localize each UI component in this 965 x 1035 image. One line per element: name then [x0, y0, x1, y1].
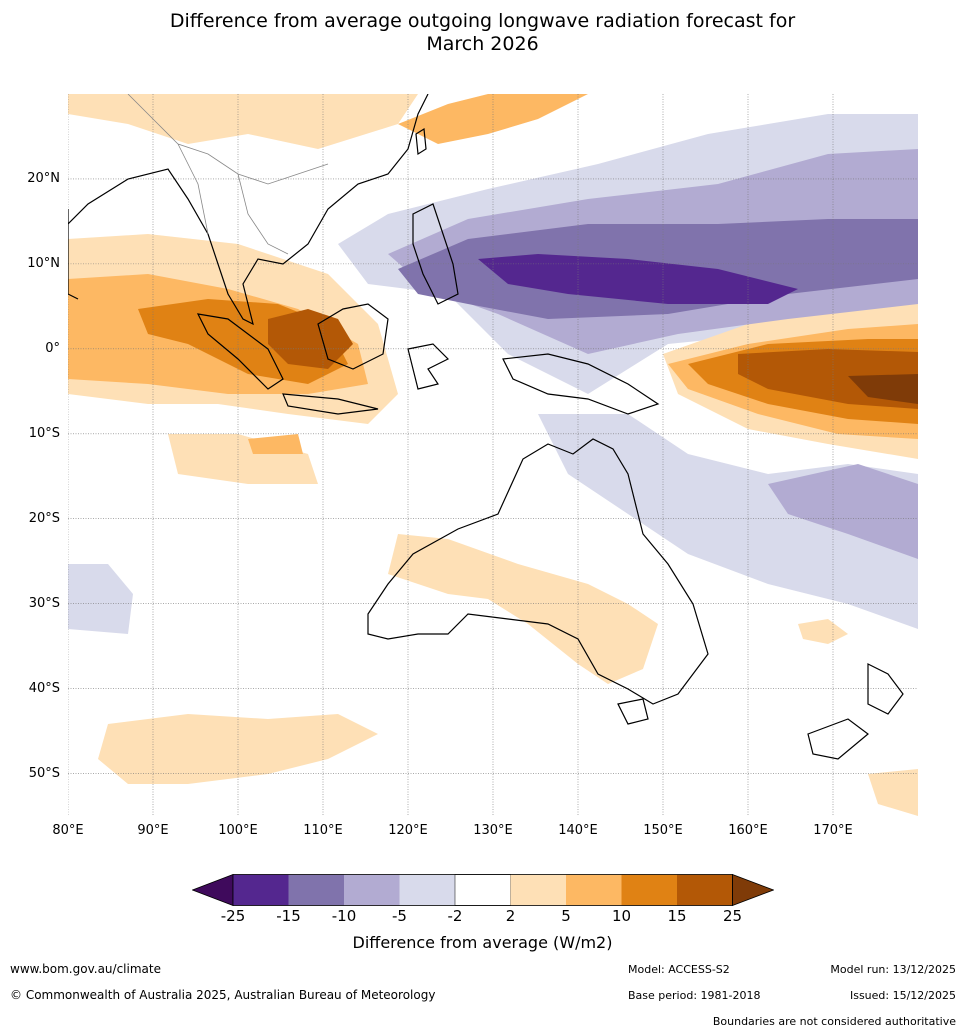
colorbar-tick-label: 2: [505, 907, 516, 925]
weak-positive-tasman: [798, 619, 848, 644]
weak-negative-coral-sea: [538, 414, 918, 629]
country-borders: [127, 94, 329, 255]
title-line-2: March 2026: [426, 33, 539, 55]
base-period: Base period: 1981-2018: [628, 989, 761, 1002]
very-strong-negative-core: [478, 254, 798, 304]
lat-label: 30°S: [28, 595, 60, 611]
philippines-coastline: [412, 203, 459, 305]
lon-label: 110°E: [303, 823, 343, 838]
sumatra-coastline: [196, 313, 284, 390]
lat-label: 0°: [45, 340, 60, 356]
colorbar-tick-label: -10: [331, 907, 357, 925]
colorbar: [192, 874, 774, 906]
colorbar-axis-label: Difference from average (W/m2): [352, 933, 613, 952]
lon-label: 120°E: [388, 823, 428, 838]
tasmania-coastline: [617, 698, 649, 725]
olr-anomaly-map: [68, 94, 918, 816]
map-panel: [68, 94, 918, 816]
coastlines: [68, 94, 904, 760]
issued-date: Issued: 15/12/2025: [849, 989, 956, 1002]
colorbar-extend-low: [192, 874, 234, 906]
indochina-borders: [127, 94, 329, 255]
colorbar-tick-label: 10: [611, 907, 632, 925]
colorbar-tick-label: 25: [722, 907, 743, 925]
new-zealand-south-coastline: [807, 718, 869, 760]
india-coastline: [68, 209, 79, 300]
lon-label: 100°E: [218, 823, 258, 838]
lat-label: 10°S: [28, 425, 60, 441]
colorbar-bin: [621, 874, 677, 906]
colorbar-bin: [233, 874, 289, 906]
very-strong-positive-borneo: [268, 309, 353, 369]
lon-label: 140°E: [558, 823, 598, 838]
map-title: Difference from average outgoing longwav…: [0, 10, 965, 56]
colorbar-bin: [344, 874, 400, 906]
colorbar-bin: [677, 874, 733, 906]
colorbar-extend-high: [732, 874, 774, 906]
weak-positive-north-china: [68, 94, 418, 149]
map-gridlines: [68, 94, 918, 816]
asia-coastline: [68, 94, 429, 326]
moderate-negative-coral-sea: [768, 464, 918, 559]
lat-label: 50°S: [28, 765, 60, 781]
lat-label: 20°N: [27, 170, 60, 186]
colorbar-bin: [454, 874, 511, 906]
lat-label: 40°S: [28, 680, 60, 696]
website-link[interactable]: www.bom.gov.au/climate: [10, 962, 161, 976]
colorbar-bin: [566, 874, 622, 906]
copyright-notice: © Commonwealth of Australia 2025, Austra…: [10, 988, 436, 1002]
lon-label: 80°E: [52, 823, 84, 838]
anomaly-shading-very-strong: [268, 254, 918, 409]
boundary-disclaimer: Boundaries are not considered authoritat…: [712, 1015, 956, 1028]
model-name: Model: ACCESS-S2: [628, 963, 730, 976]
colorbar-tick-label: -2: [447, 907, 463, 925]
colorbar-outline: [232, 874, 733, 906]
colorbar-tick-label: -25: [220, 907, 246, 925]
lon-label: 90°E: [137, 823, 169, 838]
lat-label: 20°S: [28, 510, 60, 526]
weak-positive-central-australia: [388, 534, 658, 684]
sulawesi-coastline: [407, 343, 450, 390]
australia-coastline: [367, 438, 709, 705]
taiwan-coastline: [415, 127, 427, 156]
lon-label: 130°E: [473, 823, 513, 838]
new-zealand-north-coastline: [867, 663, 904, 715]
borneo-coastline: [317, 303, 389, 370]
weak-negative-west-indian: [68, 564, 133, 634]
lat-label: 10°N: [27, 255, 60, 271]
java-coastline: [282, 393, 379, 415]
extreme-positive-pacific: [848, 374, 918, 404]
new-guinea-coastline: [502, 353, 660, 415]
weak-positive-south-east: [868, 769, 918, 816]
colorbar-tick-label: -5: [392, 907, 407, 925]
moderate-positive-timor: [248, 434, 303, 454]
lon-label: 170°E: [813, 823, 853, 838]
colorbar-bin: [288, 874, 344, 906]
lon-label: 160°E: [728, 823, 768, 838]
model-run-date: Model run: 13/12/2025: [830, 963, 956, 976]
colorbar-bin: [510, 874, 566, 906]
lon-label: 150°E: [643, 823, 683, 838]
colorbar-tick-label: -15: [276, 907, 301, 925]
title-line-1: Difference from average outgoing longwav…: [169, 10, 796, 32]
colorbar-tick-label: 15: [667, 907, 687, 925]
colorbar-tick-label: 5: [561, 907, 571, 925]
colorbar-bin: [399, 874, 455, 906]
